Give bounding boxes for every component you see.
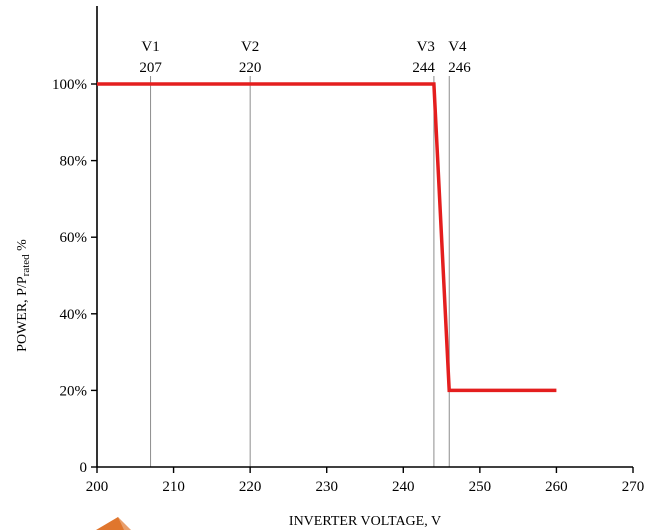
- x-tick-label: 240: [392, 479, 415, 495]
- x-tick-label: 270: [622, 479, 645, 495]
- y-tick-label: 20%: [60, 383, 88, 399]
- reference-line-name: V4: [448, 39, 467, 55]
- x-tick-label: 250: [469, 479, 492, 495]
- y-tick-label: 100%: [52, 77, 87, 93]
- y-tick-label: 80%: [60, 154, 88, 170]
- y-tick-label: 0: [80, 460, 88, 476]
- y-axis-ticks: 0 20% 40% 60% 80% 100%: [52, 77, 97, 476]
- y-axis-title: POWER, P/Prated %: [15, 239, 32, 352]
- x-axis-ticks: 200 210 220 230 240 250 260 270: [86, 467, 645, 495]
- reference-lines: [150, 76, 450, 467]
- reference-line-name: V2: [241, 39, 259, 55]
- x-axis-title: INVERTER VOLTAGE, V: [289, 514, 441, 529]
- reference-line-name: V1: [141, 39, 159, 55]
- x-tick-label: 210: [162, 479, 185, 495]
- reference-line-value: 207: [139, 60, 162, 76]
- x-tick-label: 200: [86, 479, 109, 495]
- x-tick-label: 220: [239, 479, 262, 495]
- y-tick-label: 40%: [60, 307, 88, 323]
- y-axis-title-prefix: POWER, P/P: [15, 276, 30, 352]
- power-curve-line: [97, 82, 557, 393]
- reference-line-value: 246: [448, 60, 471, 76]
- reference-line-name: V3: [417, 39, 435, 55]
- axes: [96, 6, 633, 468]
- x-tick-label: 230: [315, 479, 338, 495]
- y-tick-label: 60%: [60, 230, 88, 246]
- reference-line-value: 244: [412, 60, 435, 76]
- reference-line-value: 220: [239, 60, 262, 76]
- y-axis-title-subscript: rated: [20, 254, 32, 276]
- x-tick-label: 260: [545, 479, 568, 495]
- reference-line-labels: V1 207 V2 220 V3 244 V4 246: [139, 39, 471, 76]
- y-axis-title-suffix: %: [15, 239, 30, 255]
- logo-icon: [96, 517, 131, 530]
- series-layer: [96, 82, 557, 393]
